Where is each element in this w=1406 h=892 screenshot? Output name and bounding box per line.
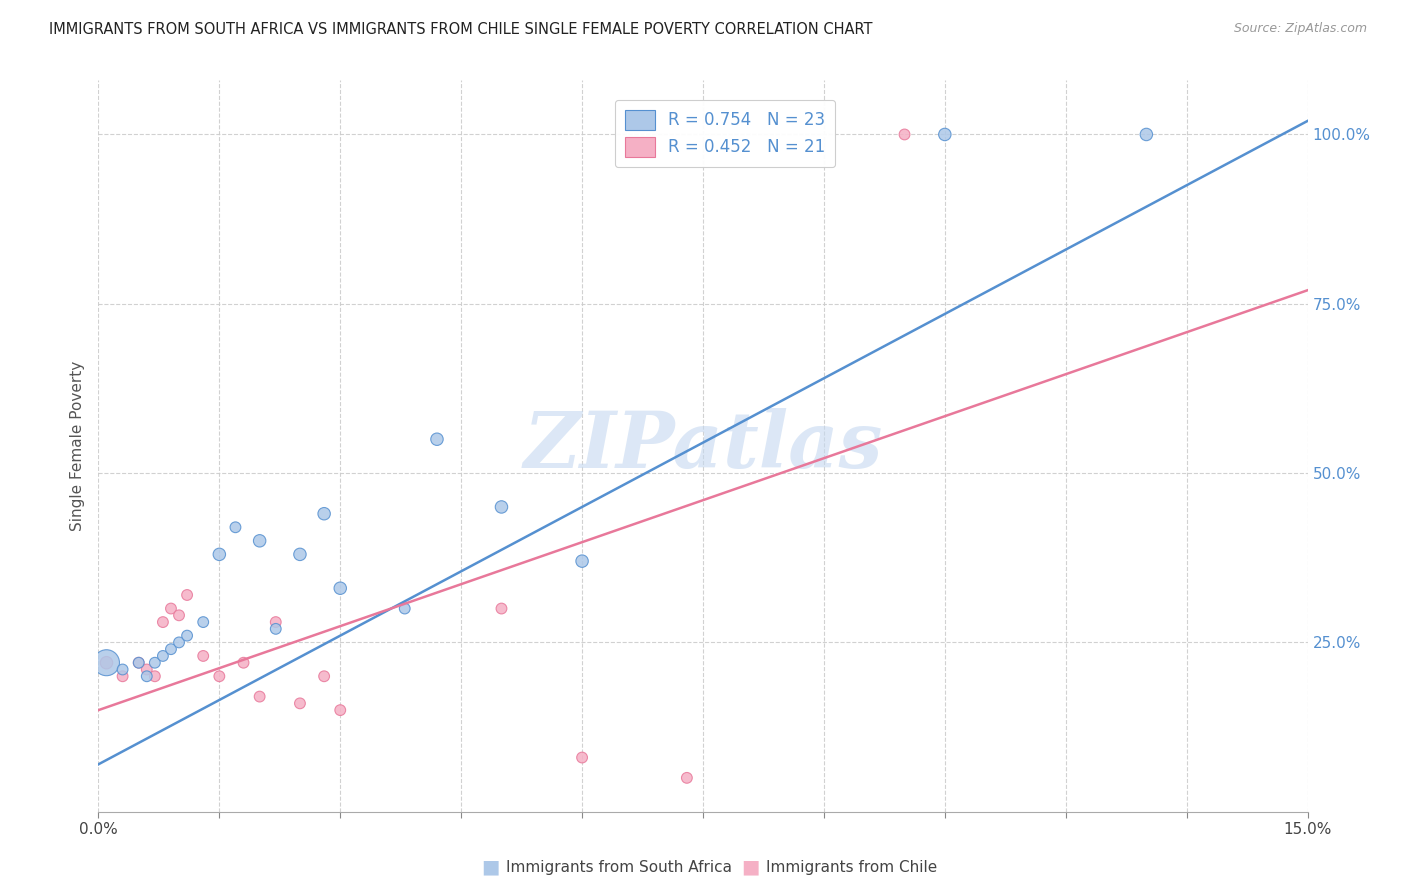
Point [893,128,915,142]
Point [329,581,352,595]
Point [167,608,190,623]
Point [264,615,287,629]
Point [160,601,183,615]
Point [152,648,174,663]
Text: ■: ■ [481,857,499,877]
Point [208,547,231,561]
Point [491,601,513,615]
Point [160,642,183,657]
Legend: R = 0.754   N = 23, R = 0.452   N = 21: R = 0.754 N = 23, R = 0.452 N = 21 [614,100,835,167]
Point [426,432,449,446]
Point [571,750,593,764]
Point [208,669,231,683]
Text: Source: ZipAtlas.com: Source: ZipAtlas.com [1233,22,1367,36]
Point [288,697,311,711]
Point [329,703,352,717]
Point [224,520,246,534]
Point [288,547,311,561]
Point [676,771,699,785]
Point [314,669,336,683]
Point [111,669,134,683]
Point [152,615,174,629]
Point [135,663,157,677]
Point [128,656,150,670]
Point [128,656,150,670]
Y-axis label: Single Female Poverty: Single Female Poverty [69,361,84,531]
Text: Immigrants from South Africa: Immigrants from South Africa [506,860,733,874]
Point [193,615,215,629]
Point [571,554,593,568]
Point [232,656,254,670]
Point [314,507,336,521]
Point [111,663,134,677]
Point [176,588,198,602]
Text: Immigrants from Chile: Immigrants from Chile [766,860,938,874]
Point [934,128,956,142]
Point [193,648,215,663]
Point [135,669,157,683]
Point [176,629,198,643]
Point [1135,128,1157,142]
Point [491,500,513,514]
Text: ■: ■ [741,857,759,877]
Point [249,533,271,548]
Point [394,601,416,615]
Point [143,669,166,683]
Point [167,635,190,649]
Point [264,622,287,636]
Point [96,656,118,670]
Point [143,656,166,670]
Point [249,690,271,704]
Text: ZIPatlas: ZIPatlas [523,408,883,484]
Point [96,656,118,670]
Text: IMMIGRANTS FROM SOUTH AFRICA VS IMMIGRANTS FROM CHILE SINGLE FEMALE POVERTY CORR: IMMIGRANTS FROM SOUTH AFRICA VS IMMIGRAN… [49,22,873,37]
